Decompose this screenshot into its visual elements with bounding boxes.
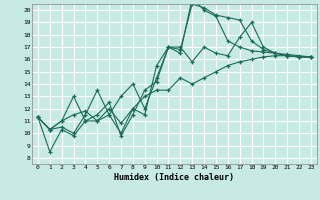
X-axis label: Humidex (Indice chaleur): Humidex (Indice chaleur) — [115, 173, 234, 182]
